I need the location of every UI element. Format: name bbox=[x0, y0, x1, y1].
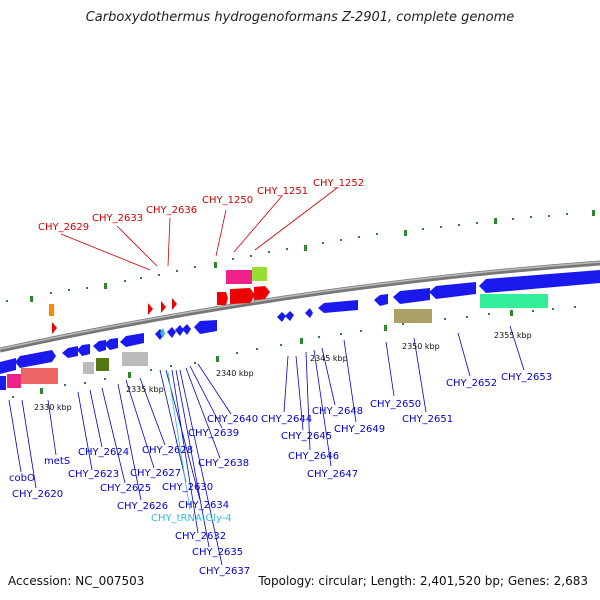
gene-feature[interactable] bbox=[104, 338, 118, 350]
reverse-gene-label[interactable]: CHY_2626 bbox=[117, 501, 169, 512]
reverse-gene-label[interactable]: CHY_2637 bbox=[199, 566, 251, 577]
gene-feature[interactable] bbox=[77, 344, 90, 356]
forward-gene-label[interactable]: CHY_1251 bbox=[257, 186, 309, 197]
reverse-gene-label[interactable]: CHY_2639 bbox=[188, 428, 240, 439]
gene-feature[interactable] bbox=[374, 294, 388, 306]
forward-gene-label[interactable]: CHY_2633 bbox=[92, 213, 144, 224]
reverse-gene-label[interactable]: CHY_2628 bbox=[142, 445, 194, 456]
reverse-leader-lines bbox=[8, 325, 525, 566]
gene-feature[interactable] bbox=[217, 292, 228, 305]
gene-feature[interactable] bbox=[230, 288, 255, 304]
rna-leader-line bbox=[167, 371, 191, 511]
scale-label: 2340 kbp bbox=[216, 369, 254, 378]
rna-feature[interactable] bbox=[160, 328, 165, 338]
topology-summary: Topology: circular; Length: 2,401,520 bp… bbox=[258, 574, 588, 588]
gene-feature[interactable] bbox=[429, 282, 476, 299]
reverse-gene-label[interactable]: CHY_2630 bbox=[162, 482, 214, 493]
gene-feature[interactable] bbox=[62, 346, 78, 358]
reverse-gene-label[interactable]: CHY_2651 bbox=[402, 414, 454, 425]
gene-feature[interactable] bbox=[83, 362, 94, 374]
reverse-strand-genes[interactable] bbox=[0, 270, 600, 390]
gene-feature[interactable] bbox=[226, 270, 252, 284]
scale-label: 2335 kbp bbox=[126, 385, 164, 394]
gene-feature[interactable] bbox=[305, 308, 313, 318]
gene-feature[interactable] bbox=[167, 327, 176, 338]
reverse-gene-label[interactable]: CHY_2644 bbox=[261, 414, 313, 425]
gene-feature[interactable] bbox=[148, 303, 153, 315]
reverse-gene-label[interactable]: cobO bbox=[9, 473, 35, 484]
gene-feature[interactable] bbox=[15, 350, 56, 368]
gene-feature[interactable] bbox=[480, 294, 548, 308]
reverse-gene-label[interactable]: metS bbox=[44, 456, 71, 467]
gene-feature[interactable] bbox=[479, 270, 600, 293]
reverse-gene-label[interactable]: CHY_2649 bbox=[334, 424, 386, 435]
reverse-gene-label[interactable]: CHY_2623 bbox=[68, 469, 120, 480]
scale-label: 2345 kbp bbox=[310, 354, 348, 363]
inner-tick-ring bbox=[12, 306, 576, 398]
outer-tick-ring bbox=[6, 210, 595, 302]
reverse-gene-label[interactable]: CHY_2648 bbox=[312, 406, 364, 417]
gene-feature[interactable] bbox=[277, 312, 286, 322]
reverse-gene-label[interactable]: CHY_2625 bbox=[100, 483, 152, 494]
reverse-gene-label[interactable]: CHY_2632 bbox=[175, 531, 227, 542]
gene-feature[interactable] bbox=[49, 304, 54, 316]
gene-feature[interactable] bbox=[285, 311, 294, 321]
genome-backbone bbox=[0, 260, 600, 353]
gene-feature[interactable] bbox=[394, 309, 432, 323]
scale-label: 2355 kbp bbox=[494, 331, 532, 340]
gene-feature[interactable] bbox=[0, 358, 16, 374]
gene-feature[interactable] bbox=[252, 267, 267, 281]
reverse-gene-label[interactable]: CHY_2650 bbox=[370, 399, 422, 410]
gene-feature[interactable] bbox=[172, 298, 177, 310]
gene-feature[interactable] bbox=[52, 322, 57, 334]
gene-feature[interactable] bbox=[254, 286, 270, 300]
accession-text: Accession: NC_007503 bbox=[8, 574, 145, 588]
gene-feature[interactable] bbox=[93, 340, 106, 352]
gene-feature[interactable] bbox=[96, 358, 109, 371]
gene-feature[interactable] bbox=[122, 352, 148, 366]
forward-gene-label[interactable]: CHY_1250 bbox=[202, 195, 254, 206]
map-title: Carboxydothermus hydrogenoformans Z-2901… bbox=[85, 10, 515, 25]
forward-leader-lines bbox=[60, 187, 338, 271]
forward-strand-genes[interactable] bbox=[49, 267, 270, 334]
forward-gene-label[interactable]: CHY_2636 bbox=[146, 205, 198, 216]
scale-label: 2350 kbp bbox=[402, 342, 440, 351]
reverse-gene-label[interactable]: CHY_2620 bbox=[12, 489, 64, 500]
gene-feature[interactable] bbox=[318, 300, 358, 313]
gene-feature[interactable] bbox=[0, 376, 6, 390]
reverse-gene-label[interactable]: CHY_2640 bbox=[207, 414, 259, 425]
gene-feature[interactable] bbox=[120, 333, 144, 347]
gene-feature[interactable] bbox=[7, 374, 21, 388]
gene-feature[interactable] bbox=[182, 324, 191, 335]
reverse-gene-label[interactable]: CHY_2646 bbox=[288, 451, 340, 462]
reverse-gene-label[interactable]: CHY_2645 bbox=[281, 431, 333, 442]
reverse-gene-label[interactable]: CHY_2624 bbox=[78, 447, 130, 458]
forward-gene-label[interactable]: CHY_2629 bbox=[38, 222, 90, 233]
reverse-gene-label[interactable]: CHY_2652 bbox=[446, 378, 498, 389]
reverse-gene-label[interactable]: CHY_tRNA-Gly-4 bbox=[151, 513, 232, 524]
reverse-gene-label[interactable]: CHY_2653 bbox=[501, 372, 553, 383]
reverse-gene-label[interactable]: CHY_2647 bbox=[307, 469, 359, 480]
gene-feature[interactable] bbox=[175, 325, 184, 336]
gene-feature[interactable] bbox=[194, 320, 217, 334]
gene-feature[interactable] bbox=[161, 301, 166, 313]
reverse-gene-label[interactable]: CHY_2638 bbox=[198, 458, 250, 469]
forward-gene-label[interactable]: CHY_1252 bbox=[313, 178, 365, 189]
gene-feature[interactable] bbox=[21, 368, 58, 384]
reverse-gene-label[interactable]: CHY_2634 bbox=[178, 500, 230, 511]
reverse-strand-other[interactable] bbox=[7, 294, 548, 388]
gene-feature[interactable] bbox=[393, 288, 430, 304]
scale-label: 2330 kbp bbox=[34, 403, 72, 412]
reverse-gene-label[interactable]: CHY_2635 bbox=[192, 547, 244, 558]
reverse-gene-label[interactable]: CHY_2627 bbox=[130, 468, 182, 479]
